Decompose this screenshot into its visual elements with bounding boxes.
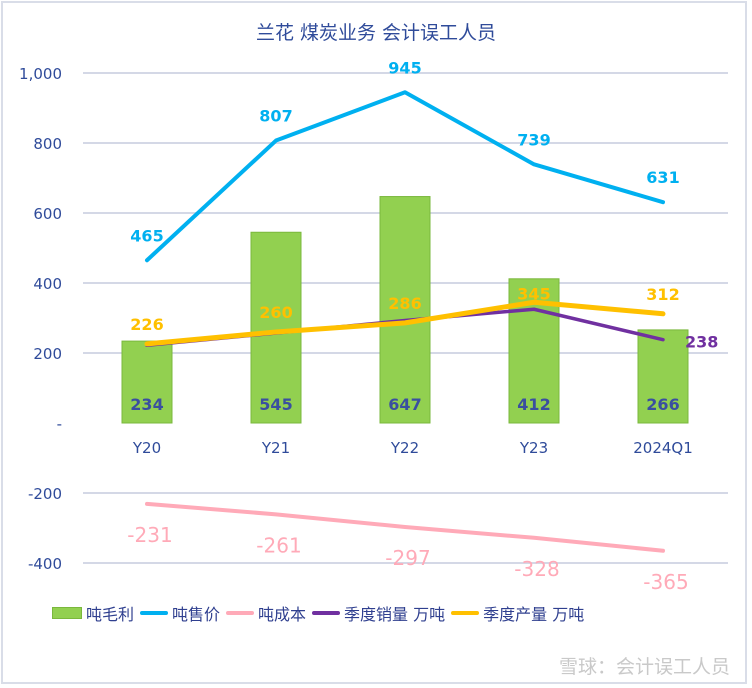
legend-label: 吨毛利: [86, 605, 135, 624]
line-data-label: -297: [385, 546, 430, 570]
y-tick-label: 200: [33, 345, 62, 363]
line-data-label: 226: [130, 315, 163, 334]
line-data-label: 312: [646, 285, 679, 304]
line-data-label: -328: [514, 557, 559, 581]
bar-data-label: 647: [388, 395, 421, 414]
line-data-label: 945: [388, 58, 421, 77]
chart-title: 兰花 煤炭业务 会计误工人员: [255, 22, 497, 44]
x-tick-label: 2024Q1: [633, 439, 693, 457]
legend-swatch: [451, 611, 480, 615]
line-data-label: 739: [517, 130, 550, 149]
series-line-2: [145, 501, 665, 553]
legend-item: 吨售价: [140, 601, 220, 625]
legend-swatch: [140, 611, 169, 615]
y-tick-label: 800: [33, 135, 62, 153]
line-data-label: 345: [517, 284, 550, 303]
line-data-label: 238: [685, 333, 718, 352]
bar-data-label: 412: [517, 395, 550, 414]
legend-label: 吨成本: [258, 605, 307, 624]
line-data-label: -365: [643, 570, 688, 594]
bar: [250, 231, 302, 424]
line-data-label: 807: [259, 107, 292, 126]
line-data-label: 465: [130, 226, 163, 245]
y-tick-label: 600: [33, 205, 62, 223]
bar: [121, 340, 173, 424]
legend-item: 吨成本: [226, 601, 306, 625]
x-tick-label: Y20: [132, 439, 161, 457]
x-tick-label: Y22: [390, 439, 419, 457]
line-data-label: -231: [127, 523, 172, 547]
legend-swatch: [226, 611, 255, 615]
legend-label: 季度销量 万吨: [344, 605, 446, 624]
bar-data-label: 545: [259, 395, 292, 414]
bar: [637, 329, 689, 424]
legend-label: 吨售价: [172, 605, 221, 624]
legend-item: 吨毛利: [52, 601, 134, 625]
line-data-label: 631: [646, 168, 679, 187]
line-data-label: -261: [256, 533, 301, 557]
y-tick-label: 400: [33, 275, 62, 293]
legend: 吨毛利 吨售价 吨成本 季度销量 万吨 季度产量 万吨: [52, 601, 590, 625]
bar-data-label: 266: [646, 395, 679, 414]
bar: [379, 196, 431, 424]
x-tick-label: Y23: [519, 439, 548, 457]
x-tick-label: Y21: [261, 439, 290, 457]
legend-label: 季度产量 万吨: [483, 605, 585, 624]
line-data-label: 286: [388, 294, 421, 313]
watermark: 雪球：会计误工人员: [558, 656, 730, 678]
line-data-label: 260: [259, 303, 292, 322]
series-line-1: [145, 90, 665, 263]
y-tick-label: 1,000: [19, 65, 62, 83]
legend-item: 季度产量 万吨: [451, 601, 584, 625]
legend-swatch: [52, 607, 82, 619]
bar-data-label: 234: [130, 395, 163, 414]
series-line-4: [144, 299, 666, 347]
y-tick-label: -: [57, 415, 62, 433]
legend-swatch: [312, 611, 341, 615]
y-tick-label: -200: [28, 485, 62, 503]
y-tick-label: -400: [28, 555, 62, 573]
legend-item: 季度销量 万吨: [312, 601, 445, 625]
